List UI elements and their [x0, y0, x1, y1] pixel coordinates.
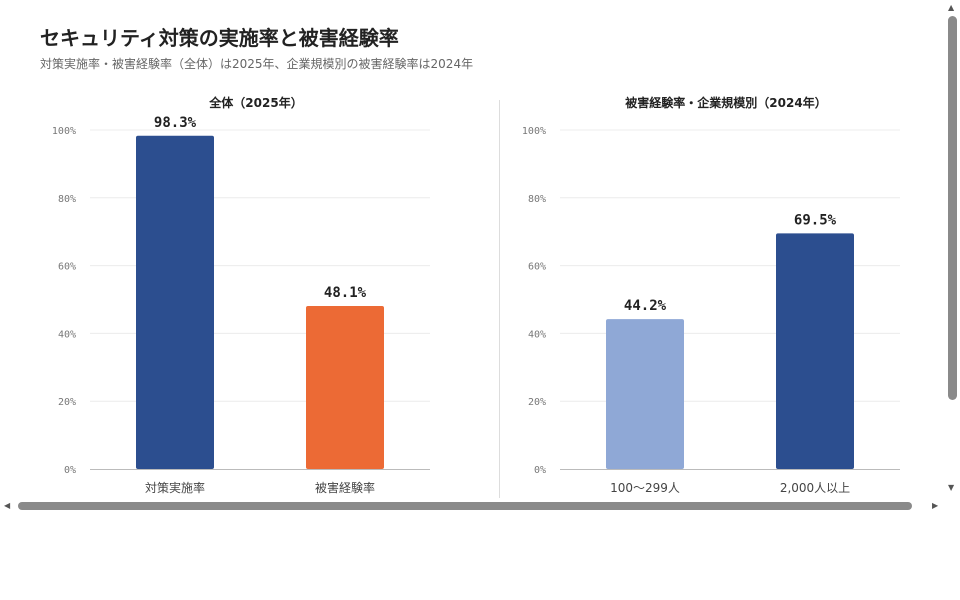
data-label: 44.2% [624, 298, 667, 314]
y-tick-label: 60% [58, 262, 76, 273]
horizontal-scrollbar-thumb[interactable] [18, 502, 912, 510]
y-tick-label: 40% [528, 329, 546, 340]
bar-1-2 [306, 305, 384, 469]
category-label: 100〜299人 [610, 481, 680, 495]
y-tick-label: 40% [58, 329, 76, 340]
y-tick-label: 0% [534, 465, 546, 476]
y-tick-label: 80% [58, 194, 76, 205]
chart-title-1: 全体（2025年） [208, 95, 302, 110]
data-label: 98.3% [154, 115, 197, 131]
bar-charts: 全体（2025年） 0% 20% 40% 60% 80% 100% 98.3% 対策実施率 48.… [52, 95, 900, 495]
y-tick-label: 0% [64, 465, 76, 476]
bar-1-1 [136, 135, 214, 469]
bar-2-1 [606, 319, 684, 469]
report-viewport: セキュリティ対策の実施率と被害経験率 対策実施率・被害経験率（全体）は2025年… [40, 26, 900, 498]
category-label: 対策実施率 [145, 480, 205, 495]
scroll-right-arrow-icon[interactable]: ▶ [932, 501, 939, 510]
vertical-scrollbar-thumb[interactable] [948, 16, 957, 400]
chart-divider [499, 100, 500, 498]
y-tick-label: 20% [58, 397, 76, 408]
bar-2-2 [776, 233, 854, 469]
y-tick-label: 80% [528, 194, 546, 205]
scrollbar-corner [944, 498, 960, 514]
page-subtitle: 対策実施率・被害経験率（全体）は2025年、企業規模別の被害経験率は2024年 [40, 57, 474, 71]
category-label: 被害経験率 [315, 480, 375, 495]
page-title: セキュリティ対策の実施率と被害経験率 [40, 26, 399, 50]
scroll-up-arrow-icon[interactable]: ▲ [948, 3, 955, 12]
y-tick-label: 100% [522, 126, 546, 137]
y-tick-label: 20% [528, 397, 546, 408]
y-tick-label: 60% [528, 262, 546, 273]
scroll-down-arrow-icon[interactable]: ▼ [948, 483, 955, 492]
y-tick-label: 100% [52, 126, 76, 137]
scroll-left-arrow-icon[interactable]: ◀ [4, 501, 11, 510]
category-label: 2,000人以上 [780, 481, 850, 495]
data-label: 69.5% [794, 212, 837, 228]
data-label: 48.1% [324, 285, 367, 301]
chart-title-2: 被害経験率・企業規模別（2024年） [625, 95, 826, 110]
